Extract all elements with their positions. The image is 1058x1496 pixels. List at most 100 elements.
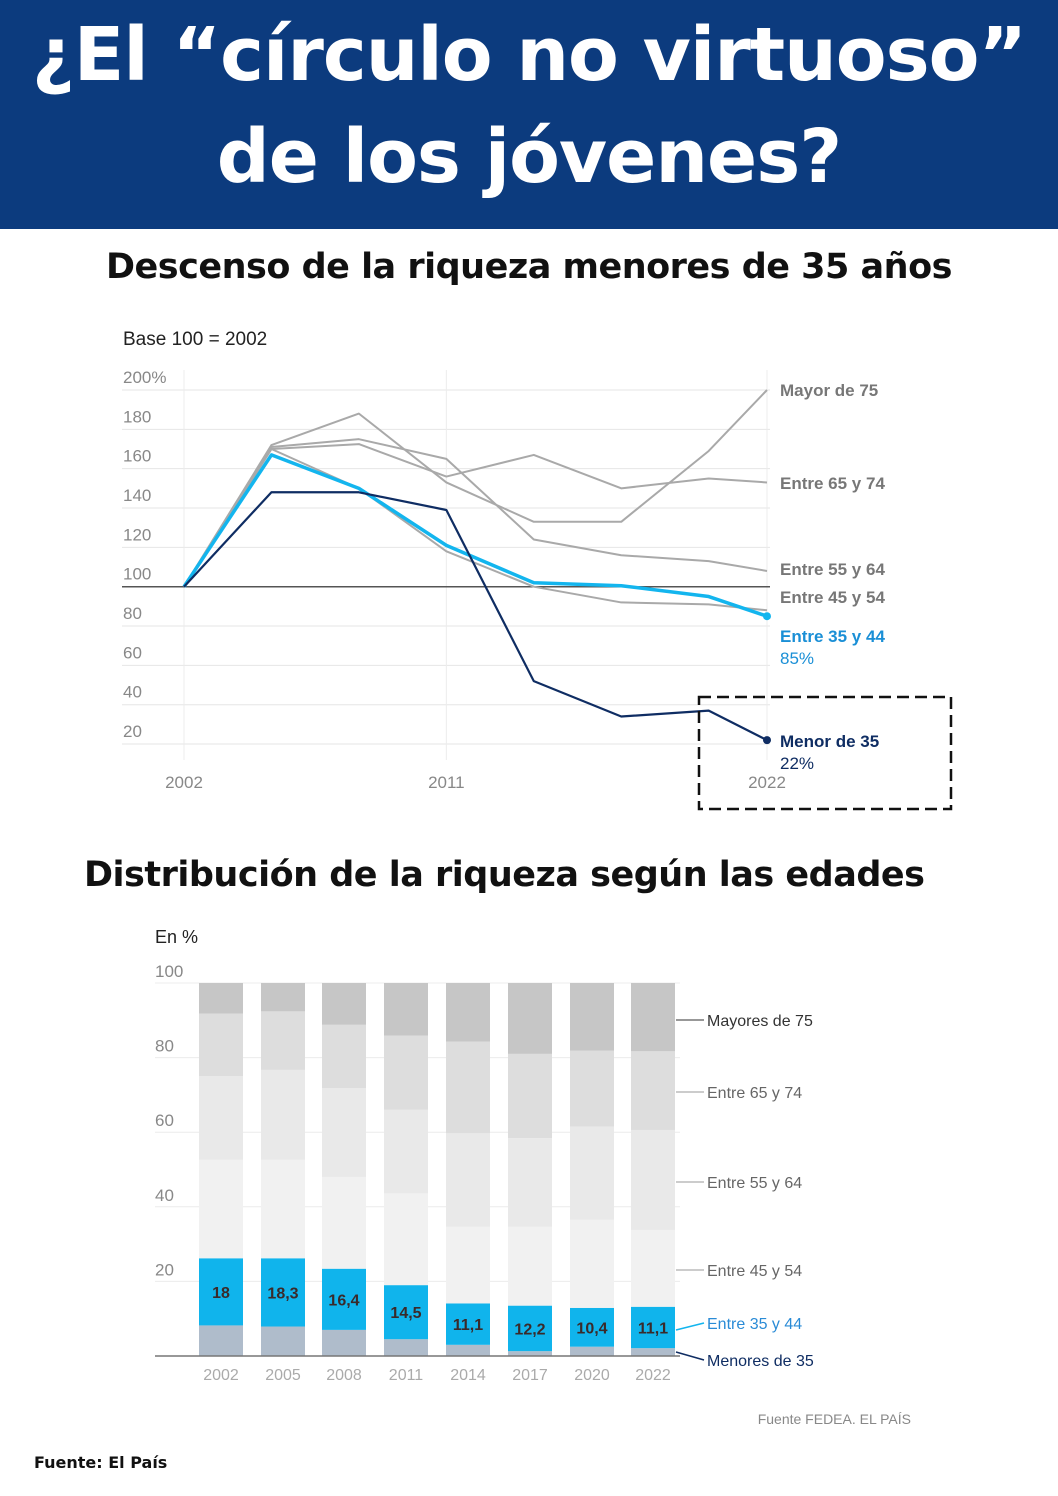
y-tick-label: 20 xyxy=(155,1260,174,1279)
bar-segment xyxy=(446,1133,490,1227)
bar-segment xyxy=(384,1285,428,1340)
end-point-marker xyxy=(763,736,771,745)
line-chart-subtitle: Base 100 = 2002 xyxy=(123,329,267,350)
end-point-marker xyxy=(763,612,771,621)
bar-segment xyxy=(446,1344,490,1356)
bar-segment xyxy=(508,1305,552,1352)
line-series-mayor-de-75 xyxy=(183,389,768,588)
series-label: Mayor de 75 xyxy=(780,381,878,400)
title-line-1: ¿El “círculo no virtuoso” xyxy=(31,12,1027,98)
bar-segment xyxy=(570,983,614,1051)
y-tick-label: 120 xyxy=(123,525,151,544)
bar-segment xyxy=(384,1339,428,1356)
y-tick-label: 180 xyxy=(123,407,151,426)
line-chart-title: Descenso de la riqueza menores de 35 año… xyxy=(106,247,952,287)
title-line-2: de los jóvenes? xyxy=(216,114,842,200)
y-tick-label: 20 xyxy=(123,722,142,741)
bar-segment xyxy=(508,1053,552,1139)
bar-segment xyxy=(261,1069,305,1160)
legend-label: Entre 55 y 64 xyxy=(707,1175,802,1192)
y-tick-label: 60 xyxy=(123,643,142,662)
bar-segment xyxy=(570,1219,614,1308)
y-tick-label: 100 xyxy=(123,565,151,584)
bar-segment xyxy=(199,1013,243,1077)
bar-segment xyxy=(322,1088,366,1177)
legend-label: Menores de 35 xyxy=(707,1353,814,1370)
series-label: Entre 45 y 54 xyxy=(780,588,885,607)
x-tick-label: 2020 xyxy=(574,1367,610,1384)
bar-data-label: 11,1 xyxy=(453,1317,483,1334)
x-tick-label: 2008 xyxy=(326,1367,362,1384)
bar-segment xyxy=(261,983,305,1012)
highlight-dashed-box xyxy=(697,695,953,811)
bar-segment xyxy=(446,1226,490,1304)
bar-data-label: 10,4 xyxy=(576,1320,607,1337)
line-series-entre-35-y-44 xyxy=(182,453,768,618)
legend-label: Entre 65 y 74 xyxy=(707,1085,802,1102)
y-tick-label: 200% xyxy=(123,368,166,387)
x-tick-label: 2011 xyxy=(428,773,465,792)
bar-chart-subtitle: En % xyxy=(155,927,198,947)
bar-segment xyxy=(322,1268,366,1330)
bar-segment xyxy=(446,983,490,1042)
bar-segment xyxy=(322,1329,366,1356)
bar-segment xyxy=(508,1226,552,1306)
bar-segment xyxy=(508,1138,552,1227)
legend-leader-line xyxy=(675,1351,705,1361)
series-end-value: 22% xyxy=(780,754,814,773)
legend-leader-line xyxy=(675,1322,705,1331)
series-label: Entre 65 y 74 xyxy=(780,474,885,493)
bar-data-label: 12,2 xyxy=(514,1321,545,1338)
line-series-entre-45-y-54 xyxy=(183,448,768,612)
bar-segment xyxy=(446,1303,490,1345)
x-tick-label: 2017 xyxy=(512,1367,548,1384)
bar-segment xyxy=(261,1159,305,1259)
bar-segment xyxy=(261,1011,305,1070)
bar-data-label: 14,5 xyxy=(390,1305,421,1322)
bar-segment xyxy=(261,1258,305,1327)
bar-segment xyxy=(446,1041,490,1134)
line-series-entre-55-y-64 xyxy=(183,438,768,588)
line-chart: Base 100 = 2002 200% 180 160 140 120 100 80 60 4… xyxy=(122,329,953,811)
x-tick-label: 2011 xyxy=(389,1367,424,1384)
bar-data-label: 18 xyxy=(212,1285,230,1302)
bar-segment xyxy=(384,1035,428,1110)
bar-segment xyxy=(199,1258,243,1326)
bar-segment xyxy=(322,1024,366,1089)
bar-chart-source: Fuente FEDEA. EL PAÍS xyxy=(758,1411,911,1427)
series-end-value: 85% xyxy=(780,649,814,668)
bar-segment xyxy=(570,1050,614,1127)
bar-data-label: 18,3 xyxy=(267,1285,298,1302)
bar-segment xyxy=(508,1351,552,1356)
line-series-entre-65-y-74 xyxy=(183,443,768,588)
bar-chart: En % Fuente FEDEA. EL PAÍS 100 80 60 40 20 18… xyxy=(155,927,911,1427)
legend-label: Mayores de 75 xyxy=(707,1013,813,1030)
y-tick-label: 40 xyxy=(155,1186,174,1205)
bar-segment xyxy=(631,1348,675,1356)
bar-data-label: 11,1 xyxy=(638,1320,668,1337)
footer-source: Fuente: El País xyxy=(34,1453,168,1472)
line-series-menor-de-35 xyxy=(183,491,768,742)
series-label: Entre 55 y 64 xyxy=(780,560,885,579)
bar-chart-title: Distribución de la riqueza según las eda… xyxy=(84,855,925,895)
bar-segment xyxy=(570,1307,614,1347)
bar-segment xyxy=(384,983,428,1036)
x-tick-label: 2014 xyxy=(450,1367,486,1384)
y-tick-label: 40 xyxy=(123,683,142,702)
bar-segment xyxy=(631,1129,675,1230)
bar-segment xyxy=(631,1306,675,1349)
legend-label: Entre 45 y 54 xyxy=(707,1263,802,1280)
series-label: Entre 35 y 44 xyxy=(780,627,885,646)
bar-segment xyxy=(199,1076,243,1160)
bar-segment xyxy=(199,1325,243,1356)
y-tick-label: 160 xyxy=(123,447,151,466)
x-tick-label: 2005 xyxy=(265,1367,301,1384)
bar-segment xyxy=(384,1193,428,1286)
bar-segment xyxy=(199,1159,243,1259)
y-tick-label: 100 xyxy=(155,962,183,981)
x-tick-label: 2002 xyxy=(165,773,203,792)
y-tick-label: 80 xyxy=(123,604,142,623)
bar-segment xyxy=(384,1109,428,1194)
y-tick-label: 60 xyxy=(155,1111,174,1130)
